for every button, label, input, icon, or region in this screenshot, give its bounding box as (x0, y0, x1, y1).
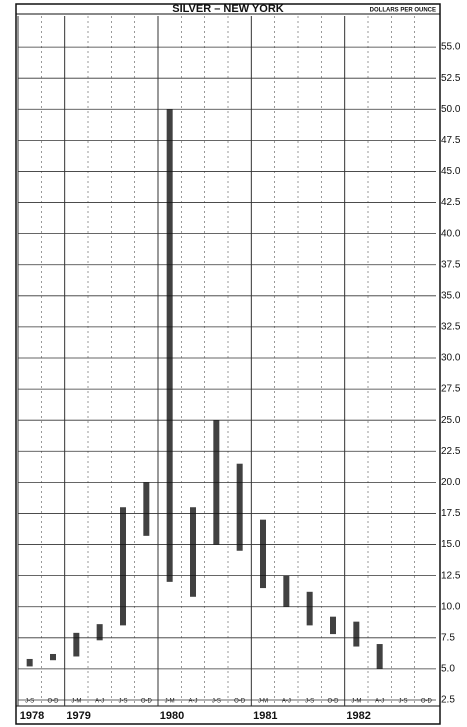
range-bar (26, 658, 33, 667)
y-tick-label: 45.0 (441, 166, 461, 177)
y-tick-label: 22.5 (441, 446, 461, 457)
y-tick-label: 5.0 (441, 664, 455, 675)
x-tick-label: J-M (71, 699, 81, 705)
x-tick-label: J-S (25, 699, 34, 705)
y-tick-label: 42.5 (441, 197, 461, 208)
x-tick-label: O-D (328, 699, 340, 705)
range-bar (73, 632, 80, 657)
y-tick-label: 10.0 (441, 601, 461, 612)
range-bar (353, 621, 360, 647)
range-bar (143, 482, 150, 536)
y-tick-label: 20.0 (441, 477, 461, 488)
x-tick-label: O-D (421, 699, 433, 705)
chart-title: SILVER – NEW YORK (172, 3, 284, 15)
y-tick-label: 55.0 (441, 42, 461, 53)
range-bar (213, 420, 220, 545)
year-label: 1978 (20, 710, 44, 722)
x-tick-label: A-J (282, 699, 291, 705)
x-tick-label: J-S (212, 699, 221, 705)
x-tick-label: J-M (258, 699, 268, 705)
range-bar (306, 591, 313, 626)
frame (15, 3, 441, 725)
y-tick-label: 7.5 (441, 632, 455, 643)
x-tick-label: A-J (189, 699, 198, 705)
year-label: 1981 (253, 710, 277, 722)
year-label: 1980 (160, 710, 184, 722)
y-tick-label: 47.5 (441, 135, 461, 146)
y-tick-label: 15.0 (441, 539, 461, 550)
range-bar (283, 575, 290, 607)
y-tick-label: 12.5 (441, 570, 461, 581)
x-tick-label: O-D (234, 699, 246, 705)
x-tick-label: J-S (305, 699, 314, 705)
range-bar (236, 463, 243, 551)
x-tick-label: A-J (95, 699, 104, 705)
range-bar (260, 519, 266, 589)
x-tick-label: O-D (48, 699, 60, 705)
x-tick-label: J-S (119, 699, 128, 705)
y-tick-label: 25.0 (441, 415, 461, 426)
x-tick-label: J-S (399, 699, 408, 705)
year-label: 1979 (66, 710, 90, 722)
range-bar (120, 507, 126, 626)
y-tick-label: 17.5 (441, 508, 461, 519)
range-bar (190, 507, 196, 597)
y-tick-label: 2.5 (441, 695, 455, 706)
range-bar (330, 616, 336, 635)
range-bar (50, 653, 56, 661)
y-tick-label: 50.0 (441, 104, 461, 115)
y-tick-label: 30.0 (441, 353, 461, 364)
y-tick-label: 52.5 (441, 73, 461, 84)
y-tick-label: 35.0 (441, 290, 461, 301)
unit-label: DOLLARS PER OUNCE (370, 8, 436, 14)
x-tick-label: O-D (141, 699, 153, 705)
range-bar (376, 644, 383, 669)
year-label: 1982 (346, 710, 370, 722)
range-bar (166, 109, 173, 582)
y-tick-label: 32.5 (441, 322, 461, 333)
y-tick-label: 27.5 (441, 384, 461, 395)
range-bar (96, 624, 103, 641)
x-tick-label: A-J (375, 699, 384, 705)
x-tick-label: J-M (165, 699, 175, 705)
y-tick-label: 37.5 (441, 259, 461, 270)
x-tick-label: J-M (351, 699, 361, 705)
y-tick-label: 40.0 (441, 228, 461, 239)
